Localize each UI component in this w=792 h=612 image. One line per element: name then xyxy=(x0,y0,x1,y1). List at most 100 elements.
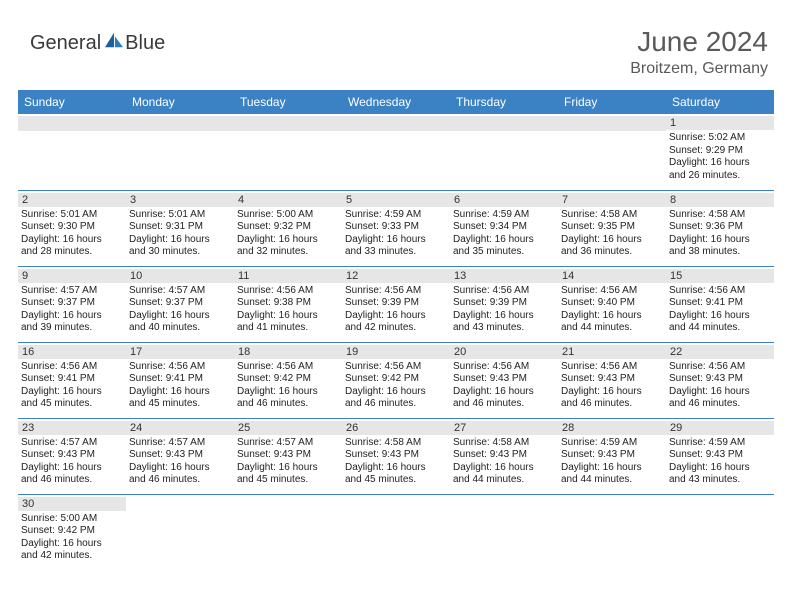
calendar-day-cell: 14Sunrise: 4:56 AMSunset: 9:40 PMDayligh… xyxy=(558,266,666,342)
day-details: Sunrise: 4:57 AMSunset: 9:43 PMDaylight:… xyxy=(21,437,123,487)
day-line: Sunrise: 4:59 AM xyxy=(561,437,663,450)
day-details: Sunrise: 4:57 AMSunset: 9:37 PMDaylight:… xyxy=(21,285,123,335)
day-number xyxy=(342,116,450,131)
calendar-day-cell: 18Sunrise: 4:56 AMSunset: 9:42 PMDayligh… xyxy=(234,342,342,418)
calendar-day-cell: 11Sunrise: 4:56 AMSunset: 9:38 PMDayligh… xyxy=(234,266,342,342)
day-line: Daylight: 16 hours xyxy=(237,462,339,475)
day-details: Sunrise: 4:57 AMSunset: 9:37 PMDaylight:… xyxy=(129,285,231,335)
day-details: Sunrise: 4:59 AMSunset: 9:43 PMDaylight:… xyxy=(561,437,663,487)
calendar-day-cell xyxy=(342,494,450,570)
day-line: Sunrise: 4:56 AM xyxy=(129,361,231,374)
day-line: Daylight: 16 hours xyxy=(129,234,231,247)
day-number: 28 xyxy=(558,421,666,435)
day-line: and 46 minutes. xyxy=(345,398,447,411)
day-line: and 44 minutes. xyxy=(561,322,663,335)
day-line: Daylight: 16 hours xyxy=(669,386,771,399)
day-line: Sunset: 9:39 PM xyxy=(453,297,555,310)
day-line: and 42 minutes. xyxy=(21,550,123,563)
day-line: Daylight: 16 hours xyxy=(21,462,123,475)
day-line: Sunset: 9:43 PM xyxy=(669,449,771,462)
day-line: Sunset: 9:29 PM xyxy=(669,145,771,158)
day-line: and 38 minutes. xyxy=(669,246,771,259)
day-line: Sunset: 9:43 PM xyxy=(561,373,663,386)
calendar-day-cell: 23 Sunrise: 4:57 AMSunset: 9:43 PMDayligh… xyxy=(18,418,126,494)
sail-icon xyxy=(103,31,125,49)
day-number: 18 xyxy=(234,345,342,359)
calendar-body: 1Sunrise: 5:02 AMSunset: 9:29 PMDaylight… xyxy=(18,114,774,570)
day-line: Sunset: 9:40 PM xyxy=(561,297,663,310)
calendar-day-cell: 19Sunrise: 4:56 AMSunset: 9:42 PMDayligh… xyxy=(342,342,450,418)
calendar-day-cell: 25Sunrise: 4:57 AMSunset: 9:43 PMDayligh… xyxy=(234,418,342,494)
day-number: 8 xyxy=(666,193,774,207)
day-number: 26 xyxy=(342,421,450,435)
day-line: Daylight: 16 hours xyxy=(669,462,771,475)
day-line: Sunrise: 4:57 AM xyxy=(237,437,339,450)
day-line: and 39 minutes. xyxy=(21,322,123,335)
calendar-day-cell: 15Sunrise: 4:56 AMSunset: 9:41 PMDayligh… xyxy=(666,266,774,342)
day-line: Sunset: 9:34 PM xyxy=(453,221,555,234)
day-line: Sunrise: 4:57 AM xyxy=(21,437,123,450)
day-line: Daylight: 16 hours xyxy=(237,234,339,247)
calendar-day-cell: 10Sunrise: 4:57 AMSunset: 9:37 PMDayligh… xyxy=(126,266,234,342)
day-line: Sunrise: 4:56 AM xyxy=(345,285,447,298)
day-line: and 42 minutes. xyxy=(345,322,447,335)
day-line: and 36 minutes. xyxy=(561,246,663,259)
calendar-day-cell xyxy=(342,114,450,190)
day-number: 27 xyxy=(450,421,558,435)
calendar-day-cell: 13Sunrise: 4:56 AMSunset: 9:39 PMDayligh… xyxy=(450,266,558,342)
day-line: and 46 minutes. xyxy=(21,474,123,487)
col-monday: Monday xyxy=(126,90,234,114)
day-line: and 40 minutes. xyxy=(129,322,231,335)
day-number: 23 xyxy=(18,421,126,435)
calendar-day-cell: 20Sunrise: 4:56 AMSunset: 9:43 PMDayligh… xyxy=(450,342,558,418)
day-line: Sunset: 9:43 PM xyxy=(561,449,663,462)
day-number xyxy=(18,116,126,131)
day-line: Sunset: 9:43 PM xyxy=(453,449,555,462)
day-line: Daylight: 16 hours xyxy=(21,310,123,323)
day-number: 14 xyxy=(558,269,666,283)
day-details: Sunrise: 4:58 AMSunset: 9:43 PMDaylight:… xyxy=(453,437,555,487)
day-number: 9 xyxy=(18,269,126,283)
day-line: Daylight: 16 hours xyxy=(345,386,447,399)
day-line: and 44 minutes. xyxy=(561,474,663,487)
calendar-table: Sunday Monday Tuesday Wednesday Thursday… xyxy=(18,90,774,570)
day-line: Sunrise: 4:58 AM xyxy=(561,209,663,222)
day-line: Sunrise: 5:01 AM xyxy=(21,209,123,222)
day-line: Sunrise: 5:00 AM xyxy=(21,513,123,526)
day-line: Daylight: 16 hours xyxy=(21,234,123,247)
day-line: Daylight: 16 hours xyxy=(561,234,663,247)
day-line: and 45 minutes. xyxy=(237,474,339,487)
day-number: 19 xyxy=(342,345,450,359)
day-line: Daylight: 16 hours xyxy=(129,462,231,475)
calendar-day-cell xyxy=(450,114,558,190)
calendar-day-cell xyxy=(666,494,774,570)
day-line: Sunset: 9:35 PM xyxy=(561,221,663,234)
day-line: and 41 minutes. xyxy=(237,322,339,335)
day-line: Daylight: 16 hours xyxy=(345,310,447,323)
day-line: Sunset: 9:30 PM xyxy=(21,221,123,234)
day-line: Daylight: 16 hours xyxy=(669,234,771,247)
day-line: and 46 minutes. xyxy=(669,398,771,411)
day-line: and 32 minutes. xyxy=(237,246,339,259)
page-subtitle: Broitzem, Germany xyxy=(630,60,768,78)
day-line: Sunrise: 4:57 AM xyxy=(21,285,123,298)
day-details: Sunrise: 4:57 AMSunset: 9:43 PMDaylight:… xyxy=(129,437,231,487)
day-line: Sunset: 9:39 PM xyxy=(345,297,447,310)
col-friday: Friday xyxy=(558,90,666,114)
day-line: Daylight: 16 hours xyxy=(453,310,555,323)
day-number: 3 xyxy=(126,193,234,207)
day-line: Daylight: 16 hours xyxy=(669,157,771,170)
day-line: and 46 minutes. xyxy=(129,474,231,487)
day-line: and 43 minutes. xyxy=(453,322,555,335)
day-line: Sunset: 9:37 PM xyxy=(129,297,231,310)
day-line: Daylight: 16 hours xyxy=(237,386,339,399)
day-line: Daylight: 16 hours xyxy=(561,386,663,399)
day-details: Sunrise: 4:56 AMSunset: 9:43 PMDaylight:… xyxy=(561,361,663,411)
calendar-day-cell: 7Sunrise: 4:58 AMSunset: 9:35 PMDaylight… xyxy=(558,190,666,266)
day-details: Sunrise: 4:59 AMSunset: 9:34 PMDaylight:… xyxy=(453,209,555,259)
day-details: Sunrise: 4:58 AMSunset: 9:35 PMDaylight:… xyxy=(561,209,663,259)
day-details: Sunrise: 5:00 AMSunset: 9:42 PMDaylight:… xyxy=(21,513,123,563)
day-line: Sunrise: 4:58 AM xyxy=(453,437,555,450)
day-line: and 46 minutes. xyxy=(453,398,555,411)
day-line: Sunrise: 4:56 AM xyxy=(345,361,447,374)
